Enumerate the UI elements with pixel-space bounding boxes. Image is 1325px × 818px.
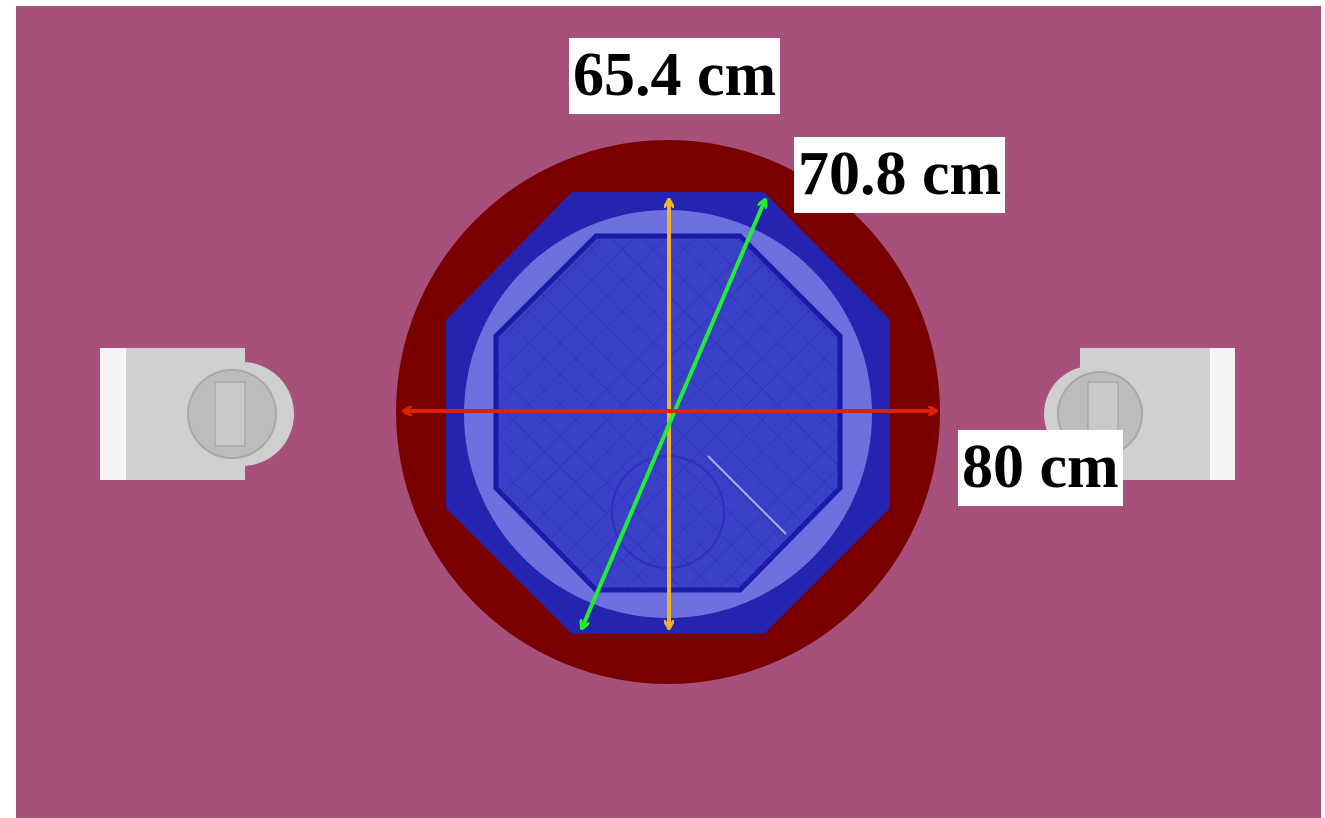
left-side-block [100,348,294,480]
diagonal-dimension-label: 70.8 cm [794,137,1005,213]
height-dimension-label: 65.4 cm [569,38,780,114]
width-dimension-label: 80 cm [958,430,1123,506]
